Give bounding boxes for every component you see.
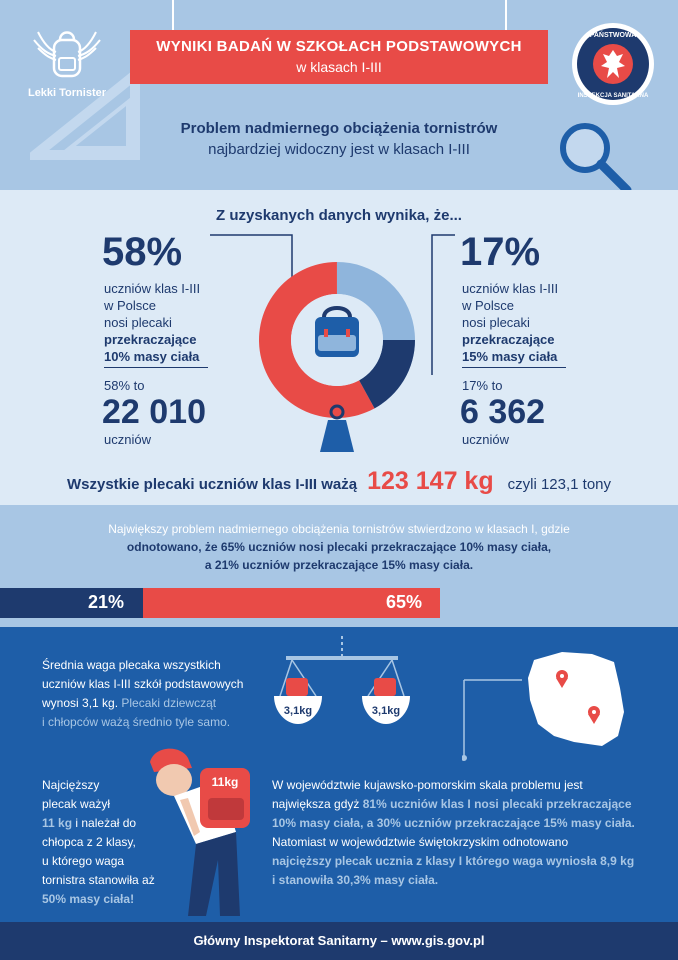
right-desc-bold-line: przekraczające <box>462 332 555 347</box>
right-desc-line: nosi plecaki <box>462 315 530 330</box>
info-band <box>0 505 678 580</box>
regions-text: W województwie kujawsko-pomorskim skala … <box>272 776 652 890</box>
scale-right-label: 3,1kg <box>372 705 400 717</box>
problem-headline: Problem nadmiernego obciążenia tornistró… <box>180 120 498 137</box>
heaviest-backpack-text: Najcięższy plecak ważył 11 kg i należał … <box>42 776 167 909</box>
regions-line: Natomiast w województwie świętokrzyskim … <box>272 835 569 849</box>
student-with-backpack-illustration: 11kg <box>150 748 250 916</box>
left-desc-line: uczniów klas I-III <box>104 281 201 296</box>
footer-text: Główny Inspektorat Sanitarny – www.gis.g… <box>193 933 485 948</box>
winged-backpack-icon <box>33 31 101 78</box>
backpack-icon <box>315 306 359 357</box>
svg-text:PAŃSTWOWA: PAŃSTWOWA <box>590 30 637 39</box>
left-description: uczniów klas I-III w Polsce nosi plecaki… <box>104 280 200 365</box>
regions-highlight: najcięższy plecak ucznia z klasy I które… <box>272 854 635 868</box>
right-desc-line: w Polsce <box>462 298 515 313</box>
right-desc-bold-line: 15% masy ciała <box>462 349 558 364</box>
magnifier-icon <box>560 123 632 195</box>
donut-chart <box>259 262 415 452</box>
right-description: uczniów klas I-III w Polsce nosi plecaki… <box>462 280 558 365</box>
total-weight-line: Wszystkie plecaki uczniów klas I-III waż… <box>0 467 678 496</box>
heaviest-line: tornistra stanowiła aż <box>42 873 155 887</box>
svg-text:INSPEKCJA SANITARNA: INSPEKCJA SANITARNA <box>578 93 649 99</box>
banner-string-left <box>172 0 174 30</box>
left-desc-bold-line: 10% masy ciała <box>104 349 200 364</box>
right-unit: uczniów <box>462 432 509 447</box>
stats-heading: Z uzyskanych danych wynika, że... <box>216 207 462 224</box>
average-weight-text: Średnia waga plecaka wszystkich uczniów … <box>42 656 272 732</box>
scale-left-label: 3,1kg <box>284 705 312 717</box>
left-unit: uczniów <box>104 432 151 447</box>
right-percent: 17% <box>460 230 541 274</box>
page-subtitle: w klasach I-III <box>296 59 382 75</box>
title-banner: WYNIKI BADAŃ W SZKOŁACH PODSTAWOWYCH w k… <box>130 30 548 84</box>
regions-line: największa gdyż <box>272 797 360 811</box>
right-equiv-label: 17% to <box>462 378 503 393</box>
heaviest-line: plecak ważył <box>42 797 111 811</box>
total-weight-value: 123 147 kg <box>367 467 494 495</box>
donut-17-segment <box>359 340 415 409</box>
percent-bar-21-label: 21% <box>88 592 125 612</box>
average-highlight: Plecaki dziewcząt <box>121 696 217 710</box>
logo-text: Lekki Tornister <box>27 87 107 99</box>
total-weight-prefix: Wszystkie plecaki uczniów klas I-III waż… <box>66 476 358 493</box>
left-desc-bold-line: przekraczające <box>104 332 197 347</box>
regions-highlight: 81% uczniów klas I nosi plecaki przekrac… <box>362 797 632 811</box>
percent-bar-21-segment <box>0 588 143 618</box>
map-pin-icon <box>556 670 568 688</box>
regions-line: W województwie kujawsko-pomorskim skala … <box>272 778 583 792</box>
left-desc-line: w Polsce <box>104 298 157 313</box>
heaviest-line: u którego waga <box>42 854 125 868</box>
map-pin-icon <box>588 706 600 724</box>
total-weight-suffix: czyli 123,1 tony <box>507 476 611 493</box>
percent-bar-65-segment <box>143 588 440 618</box>
lekki-tornister-logo: Lekki Tornister <box>22 22 112 99</box>
backpack-weight-label: 11kg <box>212 775 239 789</box>
average-line: wynosi 3,1 kg. <box>42 696 119 710</box>
pis-seal-logo: PAŃSTWOWA INSPEKCJA SANITARNA <box>572 23 654 105</box>
weight-icon <box>320 404 354 452</box>
left-count: 22 010 <box>102 393 206 431</box>
poland-map-icon <box>462 652 624 761</box>
right-count: 6 362 <box>460 393 546 431</box>
regions-highlight: i stanowiła 30,3% masy ciała. <box>272 873 439 887</box>
page-title: WYNIKI BADAŃ W SZKOŁACH PODSTAWOWYCH <box>156 38 522 55</box>
heaviest-line: Najcięższy <box>42 778 100 792</box>
ruler-triangle-icon <box>30 70 140 160</box>
footer: Główny Inspektorat Sanitarny – www.gis.g… <box>0 922 678 960</box>
heaviest-line: chłopca z 2 klasy, <box>42 835 136 849</box>
left-percent: 58% <box>102 230 183 274</box>
average-line: Średnia waga plecaka wszystkich <box>42 658 221 672</box>
info-line: Największy problem nadmiernego obciążeni… <box>108 522 570 536</box>
right-desc-line: uczniów klas I-III <box>462 281 559 296</box>
left-divider <box>104 367 208 368</box>
heaviest-weight: 11 kg <box>42 816 73 830</box>
regions-highlight: 10% masy ciała, a 30% uczniów przekracza… <box>272 816 635 830</box>
banner-string-right <box>505 0 507 30</box>
heaviest-highlight: 50% masy ciała! <box>42 892 135 906</box>
donut-58-segment <box>259 262 375 418</box>
average-highlight: i chłopców ważą średnio tyle samo. <box>42 715 231 729</box>
left-equiv-label: 58% to <box>104 378 145 393</box>
problem-subline: najbardziej widoczny jest w klasach I-II… <box>208 141 470 158</box>
percent-bar-65-label: 65% <box>386 592 423 612</box>
left-desc-line: nosi plecaki <box>104 315 172 330</box>
balance-scale-icon: 3,1kg 3,1kg <box>274 636 410 724</box>
right-divider <box>462 367 566 368</box>
info-line: a 21% uczniów przekraczające 15% masy ci… <box>204 558 474 572</box>
average-line: uczniów klas I-III szkół podstawowych <box>42 677 244 691</box>
info-line: odnotowano, że 65% uczniów nosi plecaki … <box>126 540 552 554</box>
heaviest-line: i należał do <box>75 816 137 830</box>
